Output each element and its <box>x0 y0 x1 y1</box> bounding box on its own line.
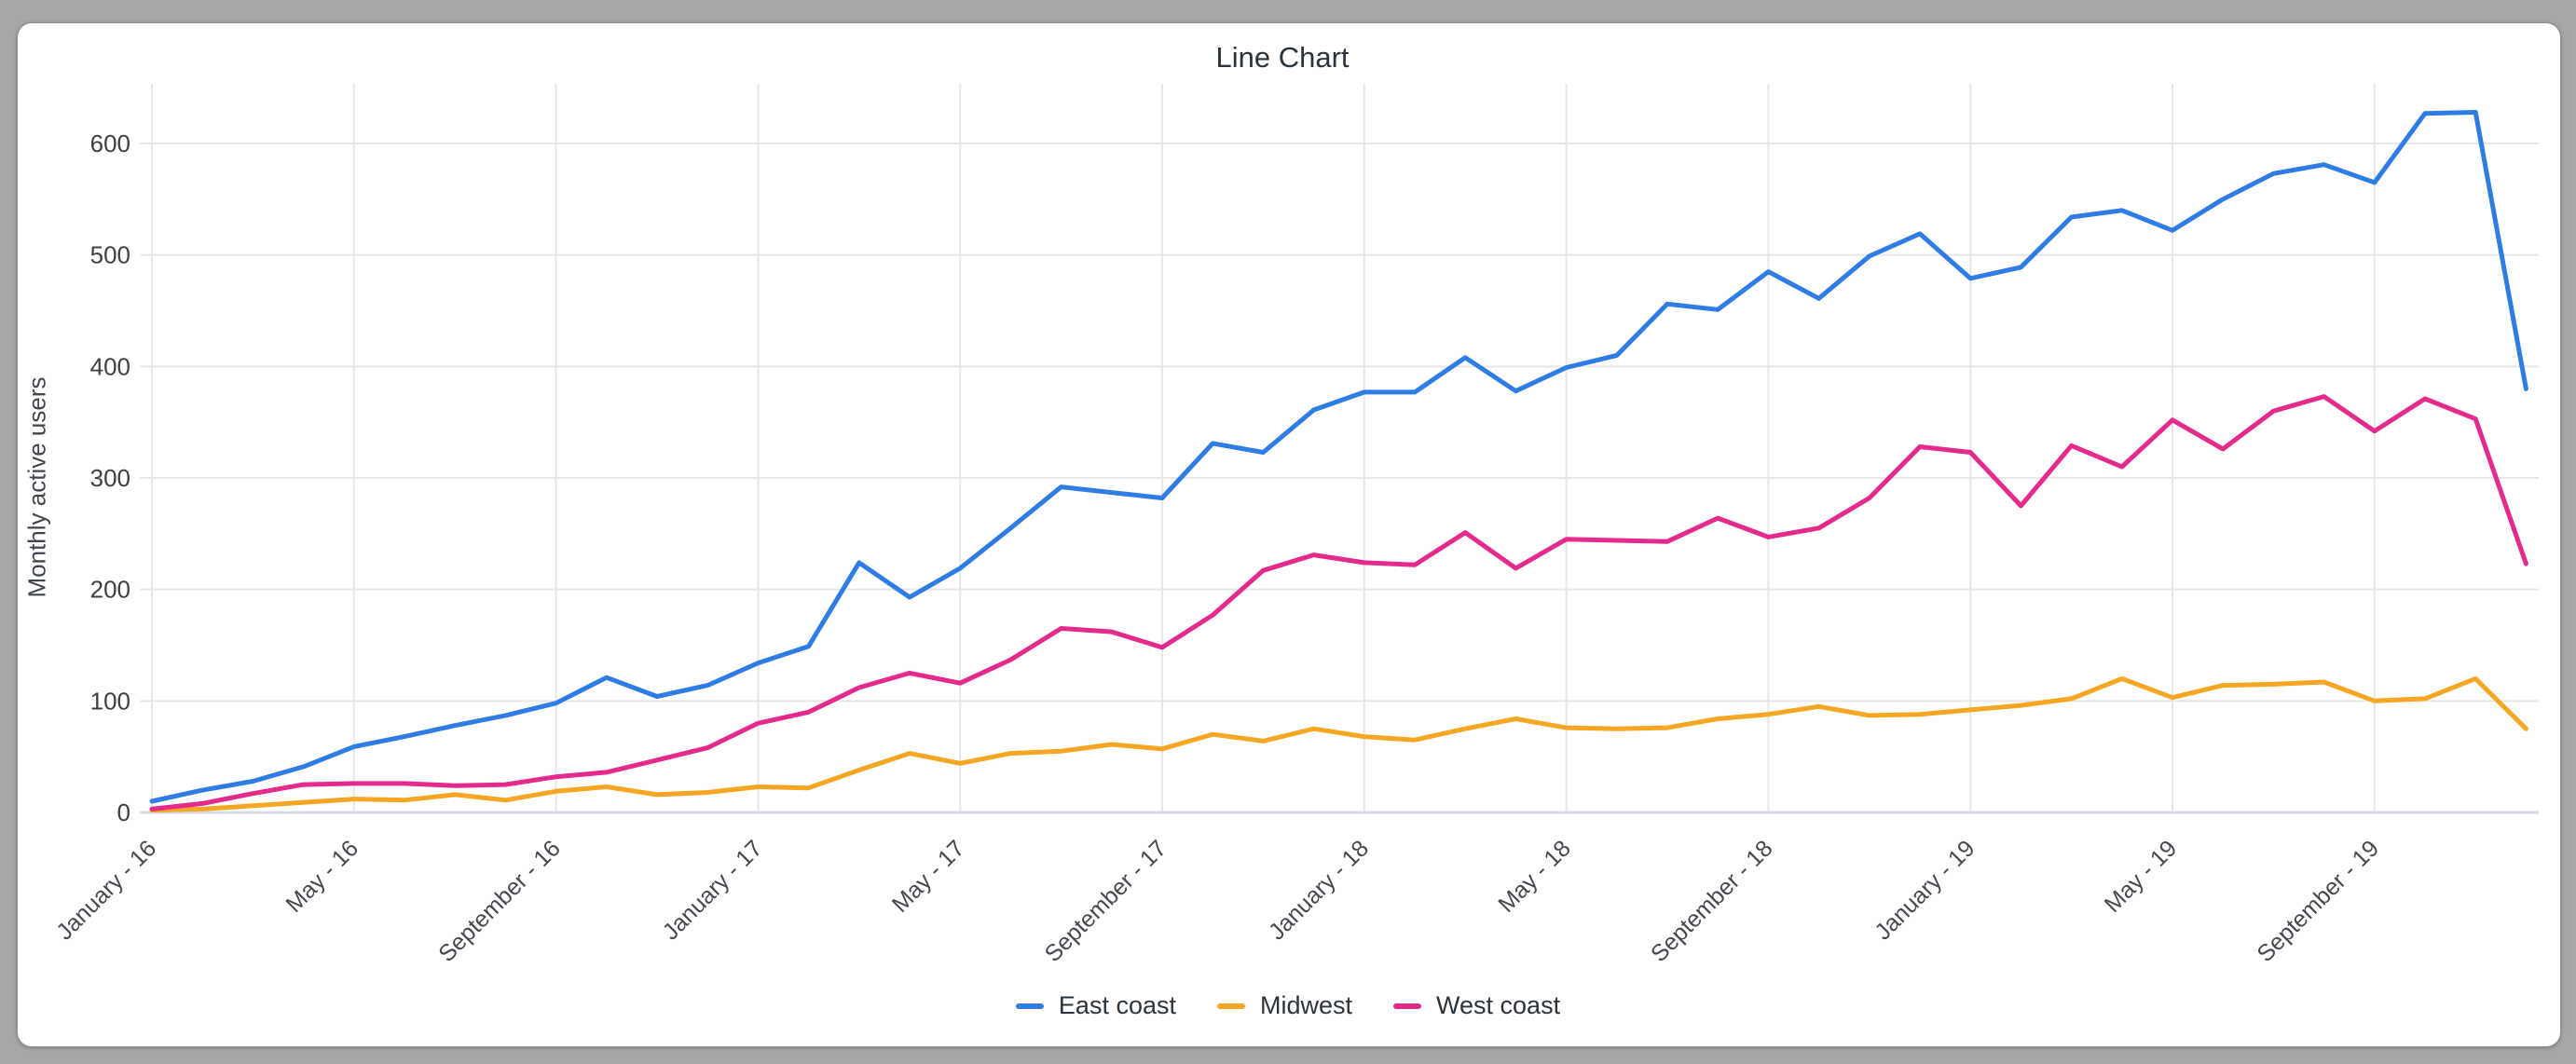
x-tick-label: January - 16 <box>51 835 161 945</box>
legend-swatch-icon <box>1216 1003 1245 1009</box>
x-tick-label: May - 19 <box>2100 835 2183 918</box>
x-tick-label: May - 17 <box>887 835 970 918</box>
y-tick-label: 300 <box>90 464 130 492</box>
y-tick-label: 500 <box>90 241 130 269</box>
y-axis-title: Monthly active users <box>22 376 51 598</box>
x-tick-label: September - 17 <box>1040 835 1172 967</box>
chart-legend: East coast Midwest West coast <box>0 991 2576 1020</box>
y-tick-label: 600 <box>90 130 130 157</box>
legend-item-east-coast[interactable]: East coast <box>1015 991 1176 1020</box>
legend-label: East coast <box>1058 991 1176 1019</box>
legend-label: Midwest <box>1259 991 1353 1019</box>
x-tick-label: January - 19 <box>1870 835 1980 945</box>
x-tick-label: September - 19 <box>2252 835 2384 967</box>
legend-item-midwest[interactable]: Midwest <box>1216 991 1353 1020</box>
chart-card <box>17 22 2561 1047</box>
x-tick-label: January - 17 <box>658 835 768 945</box>
x-tick-label: September - 18 <box>1646 835 1778 967</box>
chart-line-west-coast <box>149 394 2528 812</box>
y-tick-label: 200 <box>90 576 130 604</box>
x-tick-label: January - 18 <box>1264 835 1374 945</box>
x-tick-label: May - 16 <box>281 835 363 918</box>
y-tick-label: 0 <box>117 798 130 826</box>
y-tick-label: 100 <box>90 687 130 715</box>
legend-item-west-coast[interactable]: West coast <box>1393 991 1560 1020</box>
legend-swatch-icon <box>1015 1003 1044 1009</box>
x-tick-label: May - 18 <box>1493 835 1576 918</box>
chart-line-midwest <box>149 675 2528 813</box>
chart-title: Line Chart <box>1215 41 1350 74</box>
y-tick-label: 400 <box>90 352 130 380</box>
legend-swatch-icon <box>1393 1003 1422 1009</box>
chart-line-east-coast <box>149 110 2528 804</box>
x-tick-label: September - 16 <box>433 835 566 967</box>
legend-label: West coast <box>1436 991 1561 1019</box>
